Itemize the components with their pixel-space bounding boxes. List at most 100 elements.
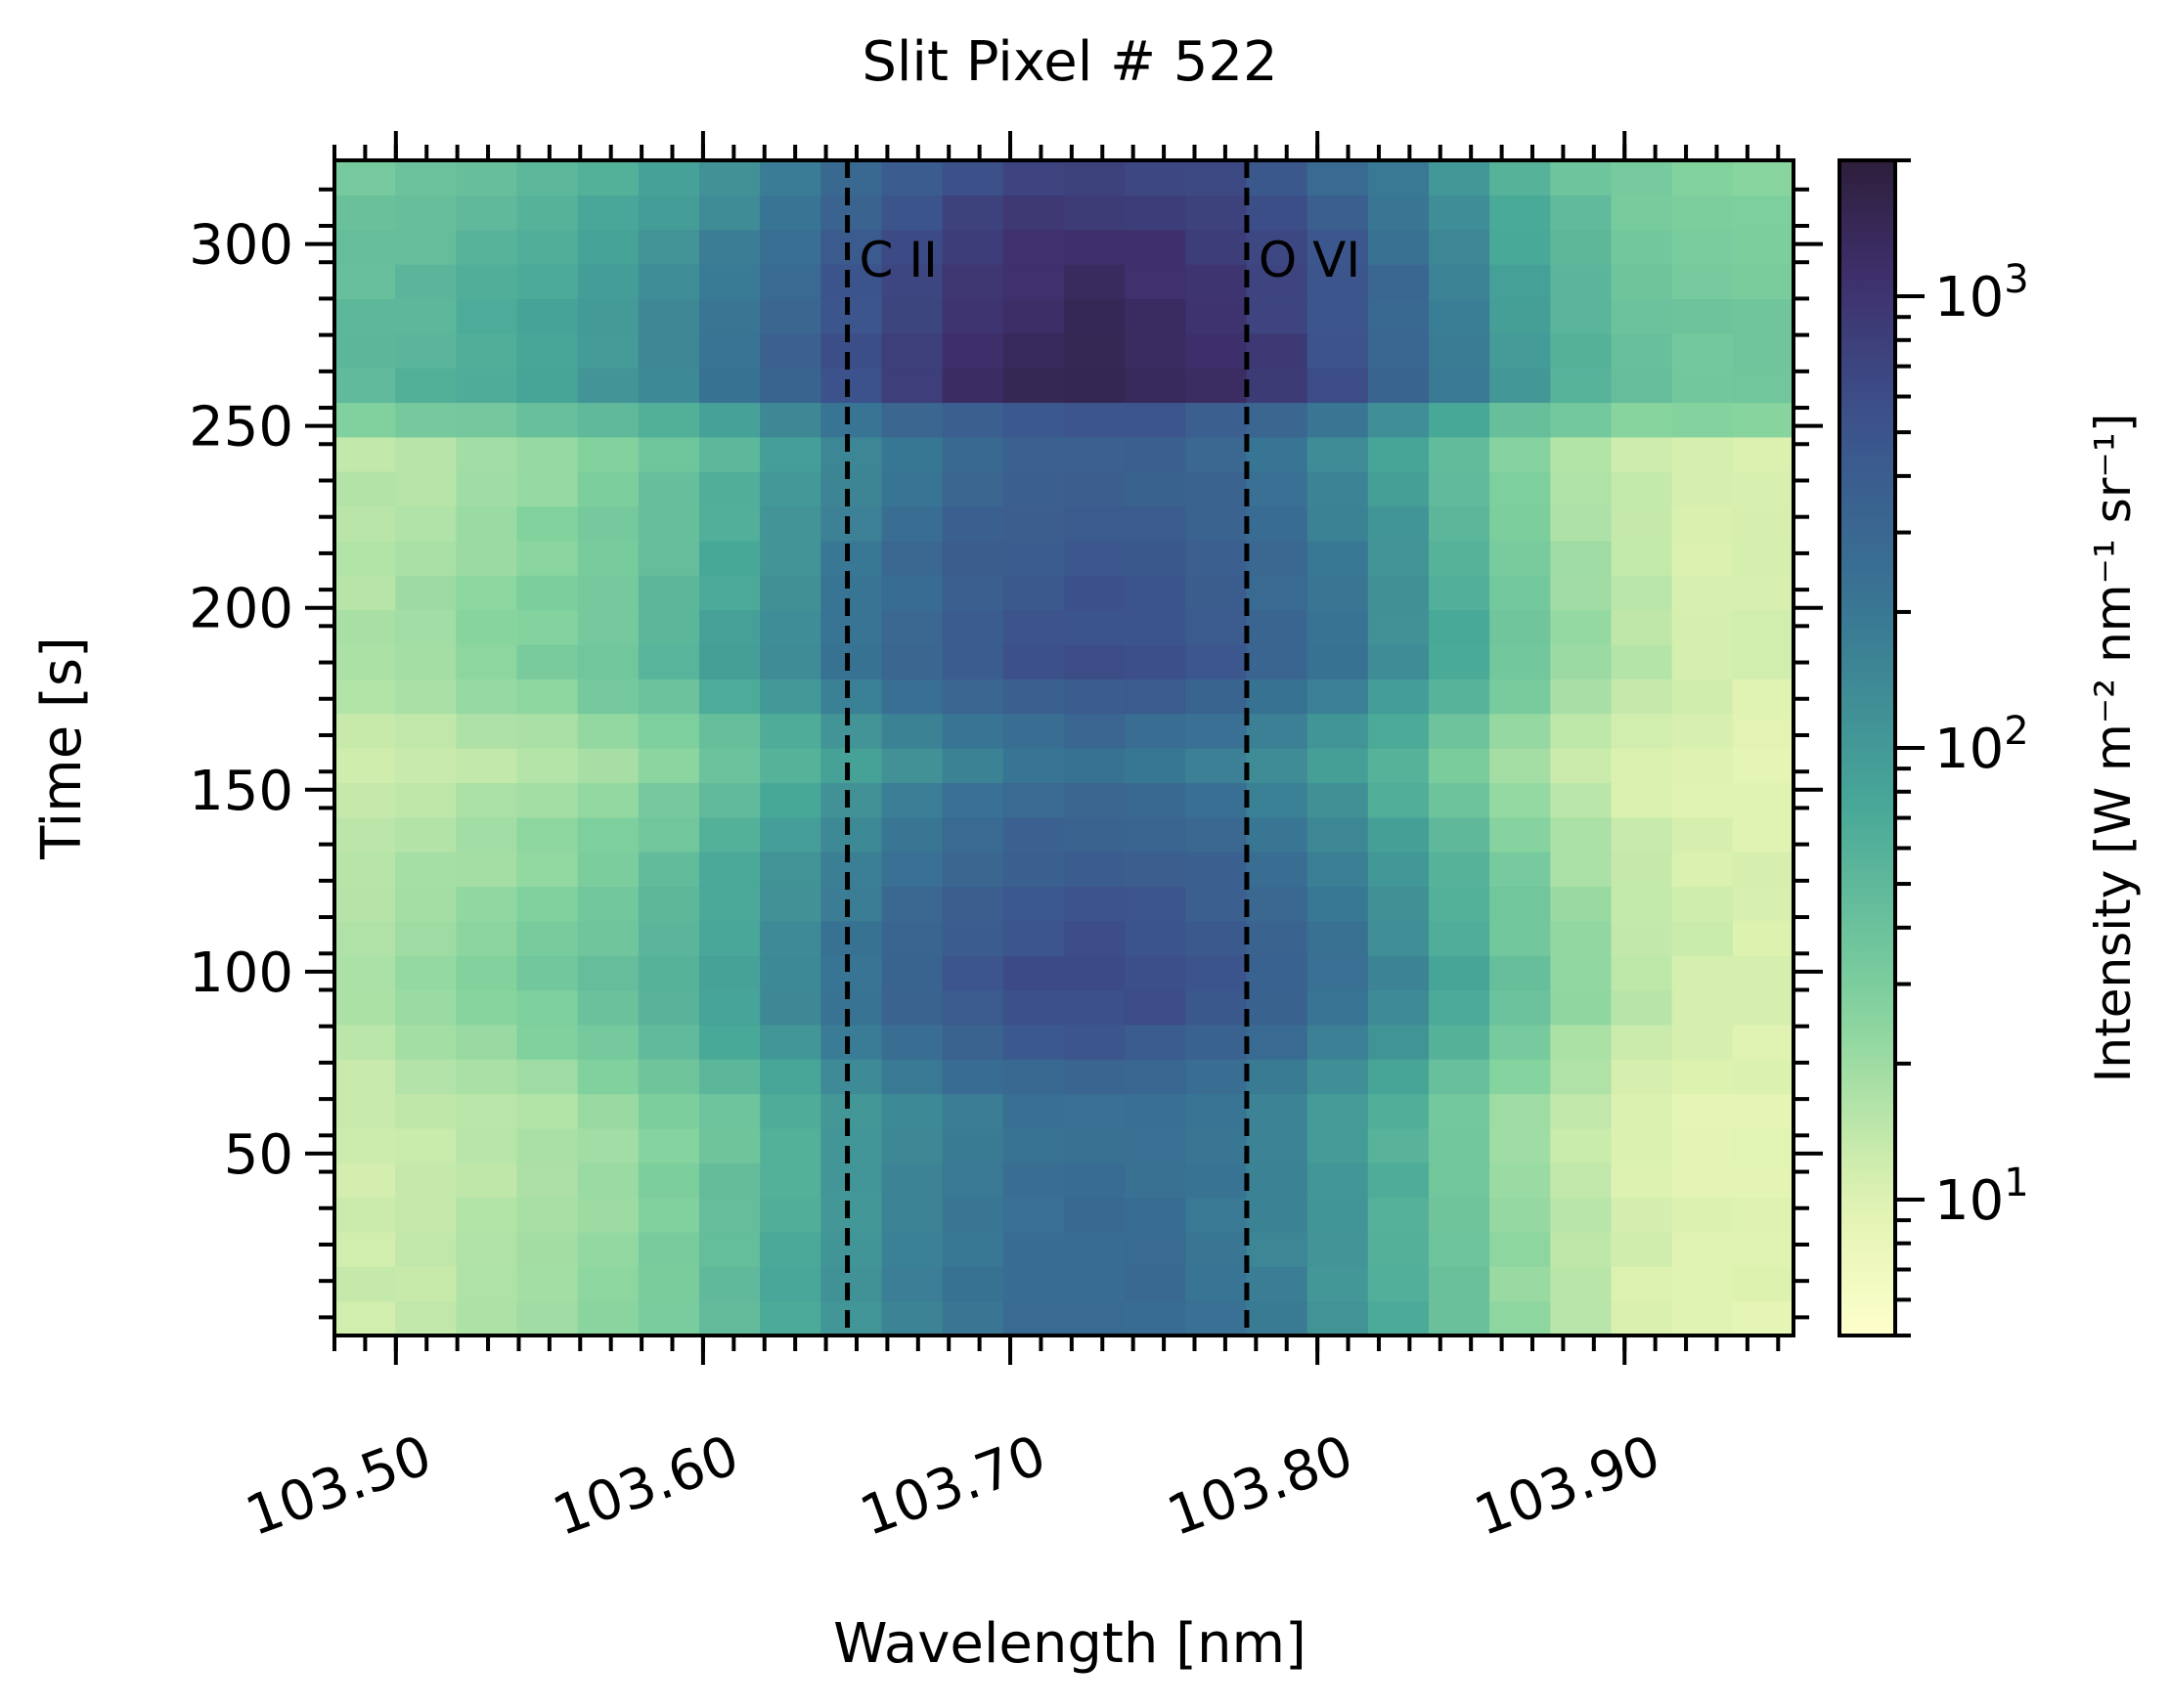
heatmap-cell <box>1367 1197 1430 1233</box>
heatmap-cell <box>942 816 1004 853</box>
heatmap-cell <box>699 816 761 853</box>
heatmap-cell <box>1611 368 1673 404</box>
heatmap-cell <box>334 1162 396 1199</box>
heatmap-cell <box>820 540 883 576</box>
heatmap-cell <box>1489 713 1551 749</box>
heatmap-cell <box>1429 679 1490 715</box>
heatmap-cell <box>1367 1127 1430 1163</box>
heatmap-cell <box>577 713 640 749</box>
heatmap-cell <box>760 436 821 472</box>
heatmap-cell <box>1732 609 1794 645</box>
heatmap-cell <box>456 575 518 611</box>
heatmap-cell <box>881 264 944 300</box>
heatmap-cell <box>395 195 457 231</box>
heatmap-cell <box>760 748 821 783</box>
heatmap-cell <box>1429 1059 1490 1095</box>
heatmap-cell <box>1489 609 1551 645</box>
heatmap-cell <box>395 332 457 369</box>
heatmap-cell <box>699 436 761 472</box>
heatmap-cell <box>577 436 640 472</box>
heatmap-cell <box>1185 540 1248 576</box>
heatmap-cell <box>942 471 1004 507</box>
heatmap-cell <box>1246 1162 1308 1199</box>
heatmap-cell <box>1064 471 1126 507</box>
heatmap-cell <box>456 713 518 749</box>
heatmap-cell <box>942 1093 1004 1129</box>
heatmap-cell <box>1611 436 1673 472</box>
heatmap-cell <box>577 575 640 611</box>
heatmap-cell <box>942 1266 1004 1302</box>
heatmap-cell <box>1671 1127 1734 1163</box>
heatmap-cell <box>699 679 761 715</box>
heatmap-cell <box>1611 920 1673 956</box>
heatmap-cell <box>1550 540 1613 576</box>
heatmap-cell <box>699 368 761 404</box>
heatmap-cell <box>516 1093 579 1129</box>
heatmap-cell <box>1064 886 1126 922</box>
heatmap-cell <box>456 782 518 818</box>
heatmap-cell <box>456 1300 518 1336</box>
x-tick-label: 103.90 <box>1467 1423 1668 1549</box>
heatmap-cell <box>1732 989 1794 1026</box>
heatmap-cell <box>1125 886 1186 922</box>
heatmap-cell <box>820 575 883 611</box>
heatmap-cell <box>1246 298 1308 334</box>
heatmap-cell <box>1732 886 1794 922</box>
heatmap-cell <box>395 471 457 507</box>
heatmap-cell <box>760 920 821 956</box>
heatmap-cell <box>1064 1300 1126 1336</box>
heatmap-cell <box>1064 402 1126 438</box>
heatmap-cell <box>456 1266 518 1302</box>
heatmap-cell <box>881 298 944 334</box>
heatmap-cell <box>1367 989 1430 1026</box>
heatmap-cell <box>942 852 1004 888</box>
heatmap-cell <box>699 920 761 956</box>
heatmap-cell <box>334 920 396 956</box>
heatmap-cell <box>699 505 761 542</box>
heatmap-cell <box>456 471 518 507</box>
heatmap-cell <box>577 229 640 265</box>
heatmap-cell <box>334 1024 396 1060</box>
heatmap-cell <box>760 195 821 231</box>
heatmap-cell <box>577 920 640 956</box>
heatmap-cell <box>820 264 883 300</box>
heatmap-cell <box>1367 575 1430 611</box>
heatmap-cell <box>1367 368 1430 404</box>
heatmap-cell <box>1064 332 1126 369</box>
heatmap-cell <box>1125 852 1186 888</box>
heatmap-cell <box>1611 679 1673 715</box>
heatmap-cell <box>456 1093 518 1129</box>
heatmap-cell <box>638 989 700 1026</box>
heatmap-cell <box>1550 886 1613 922</box>
heatmap-cell <box>760 852 821 888</box>
heatmap-cell <box>577 886 640 922</box>
heatmap-cell <box>638 1024 700 1060</box>
heatmap-cell <box>1611 989 1673 1026</box>
heatmap-cell <box>699 1300 761 1336</box>
heatmap-cell <box>577 852 640 888</box>
heatmap-cell <box>942 609 1004 645</box>
heatmap-cell <box>334 886 396 922</box>
heatmap-cell <box>1002 1197 1065 1233</box>
heatmap-cell <box>1429 195 1490 231</box>
heatmap-cell <box>1489 1197 1551 1233</box>
heatmap-cell <box>699 402 761 438</box>
heatmap-cell <box>820 886 883 922</box>
heatmap-cell <box>516 955 579 991</box>
heatmap-cell <box>1002 1266 1065 1302</box>
heatmap-cell <box>1306 643 1369 679</box>
colorbar-tick-label: 101 <box>1934 1161 2029 1233</box>
heatmap-cell <box>1732 471 1794 507</box>
heatmap-cell <box>395 1231 457 1267</box>
heatmap-cell <box>1064 505 1126 542</box>
heatmap-cell <box>1671 1162 1734 1199</box>
heatmap-cell <box>820 402 883 438</box>
heatmap-cell <box>334 1127 396 1163</box>
heatmap-cell <box>1732 229 1794 265</box>
heatmap-cell <box>1550 1300 1613 1336</box>
heatmap-cell <box>1306 540 1369 576</box>
heatmap-cell <box>1002 298 1065 334</box>
heatmap-cell <box>638 748 700 783</box>
heatmap-cell <box>1489 264 1551 300</box>
heatmap-cell <box>1125 368 1186 404</box>
